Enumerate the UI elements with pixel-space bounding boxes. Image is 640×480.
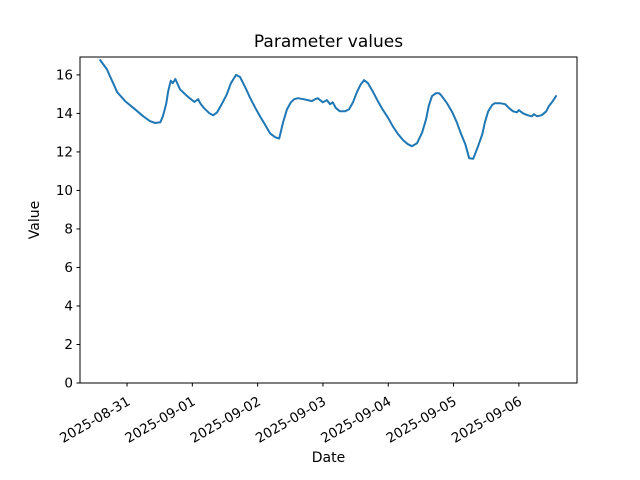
data-line-parameter-values-line — [99, 59, 558, 160]
y-tick-label: 0 — [64, 376, 73, 392]
y-tick-label: 14 — [56, 106, 73, 122]
y-tick-label: 2 — [64, 337, 73, 353]
y-tick-label: 16 — [56, 67, 73, 83]
y-tick-label: 8 — [64, 221, 73, 237]
x-axis-label: Date — [312, 450, 345, 466]
y-axis-label: Value — [27, 201, 43, 239]
plot-area-frame — [79, 56, 578, 384]
y-tick-label: 10 — [56, 183, 73, 199]
y-tick-label: 4 — [64, 298, 73, 314]
y-tick-label: 12 — [56, 144, 73, 160]
y-tick-label: 6 — [64, 260, 73, 276]
chart-title: Parameter values — [254, 32, 403, 52]
